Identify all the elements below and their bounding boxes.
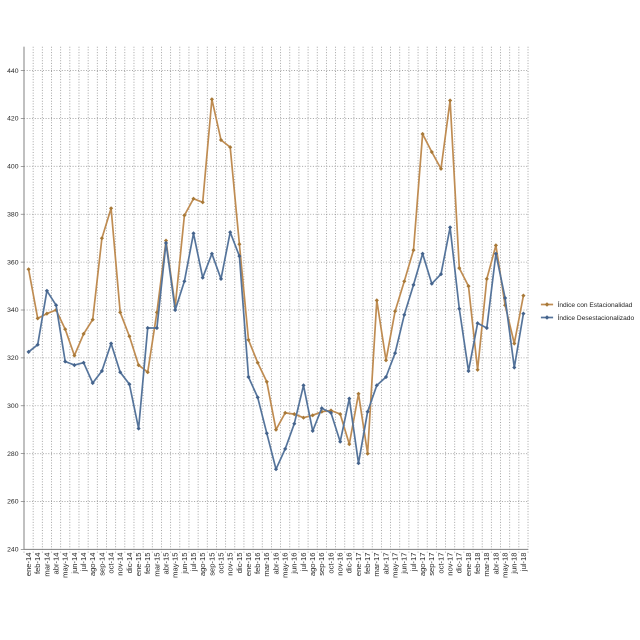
svg-text:jul-17: jul-17 (409, 553, 418, 573)
svg-text:mar-14: mar-14 (42, 553, 51, 577)
svg-text:ene-15: ene-15 (134, 553, 143, 577)
svg-text:dic-16: dic-16 (345, 553, 354, 574)
svg-text:mar-16: mar-16 (262, 553, 271, 577)
svg-text:jun-14: jun-14 (70, 553, 79, 575)
svg-text:440: 440 (7, 68, 19, 75)
svg-text:420: 420 (7, 116, 19, 123)
svg-text:jun-17: jun-17 (400, 553, 409, 575)
svg-text:400: 400 (7, 164, 19, 171)
svg-text:may-15: may-15 (171, 553, 180, 578)
svg-text:280: 280 (7, 451, 19, 458)
svg-text:dic-17: dic-17 (455, 553, 464, 574)
svg-text:oct-17: oct-17 (436, 553, 445, 574)
svg-text:300: 300 (7, 403, 19, 410)
svg-text:mar-18: mar-18 (482, 553, 491, 577)
svg-text:abr-17: abr-17 (381, 553, 390, 575)
svg-text:320: 320 (7, 355, 19, 362)
svg-text:380: 380 (7, 211, 19, 218)
svg-text:jun-15: jun-15 (180, 553, 189, 575)
svg-text:ene-14: ene-14 (24, 553, 33, 577)
svg-text:ene-16: ene-16 (244, 553, 253, 577)
svg-text:ene-18: ene-18 (464, 553, 473, 577)
svg-text:dic-15: dic-15 (235, 553, 244, 574)
svg-text:nov-14: nov-14 (116, 553, 125, 576)
svg-text:jul-15: jul-15 (189, 553, 198, 573)
svg-text:ago-17: ago-17 (418, 553, 427, 577)
svg-text:340: 340 (7, 307, 19, 314)
svg-text:360: 360 (7, 259, 19, 266)
svg-text:abr-15: abr-15 (161, 553, 170, 575)
svg-text:nov-17: nov-17 (446, 553, 455, 576)
svg-text:may-14: may-14 (61, 553, 70, 578)
svg-text:oct-16: oct-16 (326, 553, 335, 574)
svg-text:jul-18: jul-18 (519, 553, 528, 573)
svg-text:sep-14: sep-14 (97, 553, 106, 576)
svg-text:jun-18: jun-18 (510, 553, 519, 575)
svg-text:sep-15: sep-15 (207, 553, 216, 576)
svg-text:nov-16: nov-16 (336, 553, 345, 576)
svg-text:may-16: may-16 (281, 553, 290, 578)
svg-text:nov-15: nov-15 (226, 553, 235, 576)
svg-text:jul-16: jul-16 (299, 553, 308, 573)
svg-text:mar-15: mar-15 (152, 553, 161, 577)
svg-text:may-18: may-18 (501, 553, 510, 578)
svg-text:260: 260 (7, 499, 19, 506)
svg-text:Índice Desestacionalizado: Índice Desestacionalizado (558, 313, 635, 322)
svg-text:oct-15: oct-15 (216, 553, 225, 574)
svg-text:mar-17: mar-17 (372, 553, 381, 577)
svg-text:dic-14: dic-14 (125, 553, 134, 574)
svg-text:Índice con Estacionalidad: Índice con Estacionalidad (558, 300, 633, 309)
svg-text:ago-14: ago-14 (88, 553, 97, 577)
svg-text:feb-14: feb-14 (33, 553, 42, 575)
svg-text:abr-18: abr-18 (491, 553, 500, 575)
svg-text:sep-16: sep-16 (317, 553, 326, 576)
svg-text:ago-15: ago-15 (198, 553, 207, 577)
svg-text:feb-17: feb-17 (363, 553, 372, 575)
svg-text:abr-16: abr-16 (271, 553, 280, 575)
svg-text:jul-14: jul-14 (79, 553, 88, 573)
svg-text:ago-16: ago-16 (308, 553, 317, 577)
svg-text:feb-18: feb-18 (473, 553, 482, 575)
svg-text:jun-16: jun-16 (290, 553, 299, 575)
svg-text:abr-14: abr-14 (52, 553, 61, 575)
svg-text:240: 240 (7, 547, 19, 554)
svg-text:ene-17: ene-17 (354, 553, 363, 577)
svg-text:sep-17: sep-17 (427, 553, 436, 576)
svg-text:may-17: may-17 (391, 553, 400, 578)
svg-text:feb-16: feb-16 (253, 553, 262, 575)
svg-text:feb-15: feb-15 (143, 553, 152, 575)
svg-text:oct-14: oct-14 (107, 553, 116, 574)
